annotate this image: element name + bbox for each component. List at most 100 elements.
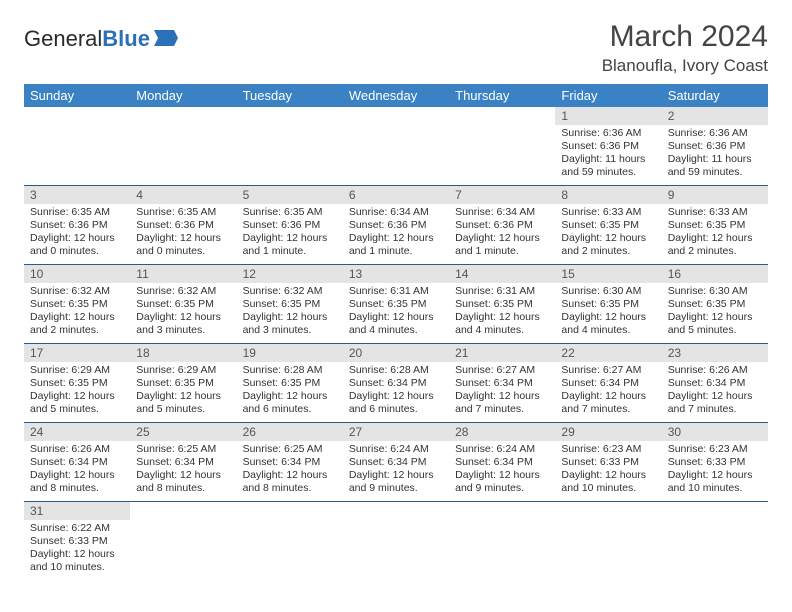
- daylight-text: Daylight: 12 hours and 4 minutes.: [455, 311, 549, 337]
- sunset-text: Sunset: 6:35 PM: [561, 298, 655, 311]
- sunset-text: Sunset: 6:35 PM: [455, 298, 549, 311]
- sunset-text: Sunset: 6:34 PM: [243, 456, 337, 469]
- sunset-text: Sunset: 6:36 PM: [30, 219, 124, 232]
- day-details: Sunrise: 6:30 AMSunset: 6:35 PMDaylight:…: [555, 283, 661, 342]
- calendar-cell: 7Sunrise: 6:34 AMSunset: 6:36 PMDaylight…: [449, 186, 555, 265]
- daylight-text: Daylight: 12 hours and 2 minutes.: [668, 232, 762, 258]
- sunrise-text: Sunrise: 6:25 AM: [243, 443, 337, 456]
- sunset-text: Sunset: 6:34 PM: [136, 456, 230, 469]
- sunrise-text: Sunrise: 6:29 AM: [136, 364, 230, 377]
- sunrise-text: Sunrise: 6:35 AM: [136, 206, 230, 219]
- calendar-cell: 27Sunrise: 6:24 AMSunset: 6:34 PMDayligh…: [343, 423, 449, 502]
- day-number: 10: [24, 265, 130, 283]
- day-number: 27: [343, 423, 449, 441]
- calendar-row: 24Sunrise: 6:26 AMSunset: 6:34 PMDayligh…: [24, 423, 768, 502]
- daylight-text: Daylight: 12 hours and 3 minutes.: [243, 311, 337, 337]
- day-details: Sunrise: 6:22 AMSunset: 6:33 PMDaylight:…: [24, 520, 130, 579]
- daylight-text: Daylight: 12 hours and 4 minutes.: [349, 311, 443, 337]
- calendar-row: 17Sunrise: 6:29 AMSunset: 6:35 PMDayligh…: [24, 344, 768, 423]
- daylight-text: Daylight: 12 hours and 4 minutes.: [561, 311, 655, 337]
- day-number: 8: [555, 186, 661, 204]
- daylight-text: Daylight: 11 hours and 59 minutes.: [668, 153, 762, 179]
- day-number: 13: [343, 265, 449, 283]
- day-number: 12: [237, 265, 343, 283]
- daylight-text: Daylight: 12 hours and 10 minutes.: [30, 548, 124, 574]
- day-details: Sunrise: 6:26 AMSunset: 6:34 PMDaylight:…: [24, 441, 130, 500]
- calendar-cell: 1Sunrise: 6:36 AMSunset: 6:36 PMDaylight…: [555, 107, 661, 186]
- day-number: 15: [555, 265, 661, 283]
- sunrise-text: Sunrise: 6:31 AM: [349, 285, 443, 298]
- calendar-cell: [449, 107, 555, 186]
- sunrise-text: Sunrise: 6:36 AM: [561, 127, 655, 140]
- day-details: Sunrise: 6:33 AMSunset: 6:35 PMDaylight:…: [662, 204, 768, 263]
- weekday-header: Monday: [130, 84, 236, 107]
- calendar-row: 3Sunrise: 6:35 AMSunset: 6:36 PMDaylight…: [24, 186, 768, 265]
- daylight-text: Daylight: 12 hours and 5 minutes.: [136, 390, 230, 416]
- day-details: Sunrise: 6:34 AMSunset: 6:36 PMDaylight:…: [343, 204, 449, 263]
- day-details: Sunrise: 6:28 AMSunset: 6:35 PMDaylight:…: [237, 362, 343, 421]
- sunrise-text: Sunrise: 6:29 AM: [30, 364, 124, 377]
- day-number: 17: [24, 344, 130, 362]
- day-details: Sunrise: 6:35 AMSunset: 6:36 PMDaylight:…: [130, 204, 236, 263]
- sunrise-text: Sunrise: 6:25 AM: [136, 443, 230, 456]
- day-number: 24: [24, 423, 130, 441]
- day-details: Sunrise: 6:31 AMSunset: 6:35 PMDaylight:…: [449, 283, 555, 342]
- day-details: Sunrise: 6:32 AMSunset: 6:35 PMDaylight:…: [24, 283, 130, 342]
- day-details: Sunrise: 6:25 AMSunset: 6:34 PMDaylight:…: [237, 441, 343, 500]
- calendar-cell: 17Sunrise: 6:29 AMSunset: 6:35 PMDayligh…: [24, 344, 130, 423]
- calendar-row: 10Sunrise: 6:32 AMSunset: 6:35 PMDayligh…: [24, 265, 768, 344]
- calendar-cell: 3Sunrise: 6:35 AMSunset: 6:36 PMDaylight…: [24, 186, 130, 265]
- day-details: Sunrise: 6:35 AMSunset: 6:36 PMDaylight:…: [237, 204, 343, 263]
- brand-part2: Blue: [102, 26, 150, 52]
- calendar-cell: [343, 107, 449, 186]
- header: GeneralBlue March 2024 Blanoufla, Ivory …: [24, 20, 768, 76]
- calendar-cell: [555, 502, 661, 581]
- day-number: 18: [130, 344, 236, 362]
- sunset-text: Sunset: 6:36 PM: [136, 219, 230, 232]
- calendar-cell: 25Sunrise: 6:25 AMSunset: 6:34 PMDayligh…: [130, 423, 236, 502]
- day-number: 19: [237, 344, 343, 362]
- day-number: 20: [343, 344, 449, 362]
- calendar-cell: 24Sunrise: 6:26 AMSunset: 6:34 PMDayligh…: [24, 423, 130, 502]
- day-number: 22: [555, 344, 661, 362]
- calendar-cell: 8Sunrise: 6:33 AMSunset: 6:35 PMDaylight…: [555, 186, 661, 265]
- calendar-cell: [130, 502, 236, 581]
- day-details: Sunrise: 6:29 AMSunset: 6:35 PMDaylight:…: [130, 362, 236, 421]
- weekday-header: Friday: [555, 84, 661, 107]
- sunset-text: Sunset: 6:35 PM: [561, 219, 655, 232]
- sunrise-text: Sunrise: 6:26 AM: [30, 443, 124, 456]
- weekday-header: Thursday: [449, 84, 555, 107]
- calendar-header-row: Sunday Monday Tuesday Wednesday Thursday…: [24, 84, 768, 107]
- sunrise-text: Sunrise: 6:32 AM: [243, 285, 337, 298]
- sunrise-text: Sunrise: 6:34 AM: [349, 206, 443, 219]
- day-number: 1: [555, 107, 661, 125]
- calendar-cell: 10Sunrise: 6:32 AMSunset: 6:35 PMDayligh…: [24, 265, 130, 344]
- sunrise-text: Sunrise: 6:23 AM: [668, 443, 762, 456]
- calendar-cell: 29Sunrise: 6:23 AMSunset: 6:33 PMDayligh…: [555, 423, 661, 502]
- sunrise-text: Sunrise: 6:33 AM: [668, 206, 762, 219]
- calendar-cell: 26Sunrise: 6:25 AMSunset: 6:34 PMDayligh…: [237, 423, 343, 502]
- calendar-cell: 2Sunrise: 6:36 AMSunset: 6:36 PMDaylight…: [662, 107, 768, 186]
- day-number: 23: [662, 344, 768, 362]
- sunset-text: Sunset: 6:35 PM: [136, 377, 230, 390]
- day-details: Sunrise: 6:31 AMSunset: 6:35 PMDaylight:…: [343, 283, 449, 342]
- sunrise-text: Sunrise: 6:34 AM: [455, 206, 549, 219]
- calendar-cell: 30Sunrise: 6:23 AMSunset: 6:33 PMDayligh…: [662, 423, 768, 502]
- day-number: 11: [130, 265, 236, 283]
- daylight-text: Daylight: 12 hours and 3 minutes.: [136, 311, 230, 337]
- daylight-text: Daylight: 12 hours and 8 minutes.: [30, 469, 124, 495]
- sunrise-text: Sunrise: 6:26 AM: [668, 364, 762, 377]
- weekday-header: Saturday: [662, 84, 768, 107]
- daylight-text: Daylight: 12 hours and 1 minute.: [243, 232, 337, 258]
- calendar-cell: [449, 502, 555, 581]
- sunset-text: Sunset: 6:34 PM: [349, 456, 443, 469]
- calendar-cell: [343, 502, 449, 581]
- sunset-text: Sunset: 6:35 PM: [30, 298, 124, 311]
- sunrise-text: Sunrise: 6:28 AM: [243, 364, 337, 377]
- sunrise-text: Sunrise: 6:31 AM: [455, 285, 549, 298]
- calendar-cell: 31Sunrise: 6:22 AMSunset: 6:33 PMDayligh…: [24, 502, 130, 581]
- sunset-text: Sunset: 6:34 PM: [455, 456, 549, 469]
- day-number: 9: [662, 186, 768, 204]
- sunset-text: Sunset: 6:35 PM: [668, 298, 762, 311]
- day-details: Sunrise: 6:30 AMSunset: 6:35 PMDaylight:…: [662, 283, 768, 342]
